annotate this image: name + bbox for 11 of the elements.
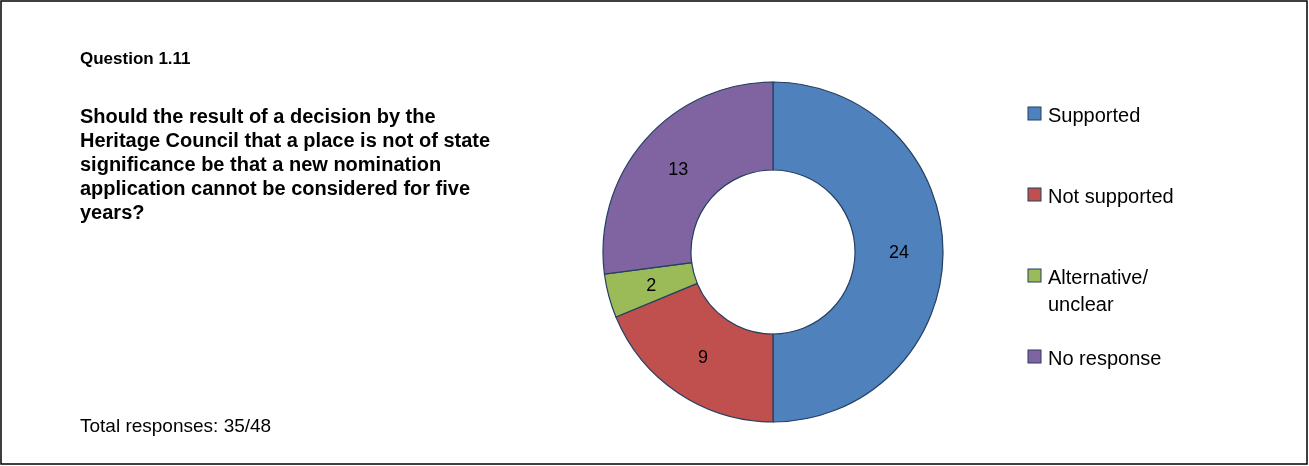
legend-label: No response: [1048, 347, 1162, 369]
legend-label: Not supported: [1048, 185, 1174, 207]
data-label: 2: [646, 274, 657, 295]
text: Should the result of a decision by the Heritage Council that a place is not of state significance be that a new nomination application cannot be considered for five years?: [80, 105, 491, 223]
data-label: 24: [888, 242, 910, 263]
legend-label: Alternative/ unclear: [1048, 266, 1149, 315]
legend-label: Supported: [1048, 104, 1141, 126]
data-label: 9: [697, 347, 709, 368]
text: Question 1.11: [80, 49, 191, 68]
text: Total responses: 35/48: [80, 415, 272, 436]
data-label: 13: [668, 159, 689, 180]
